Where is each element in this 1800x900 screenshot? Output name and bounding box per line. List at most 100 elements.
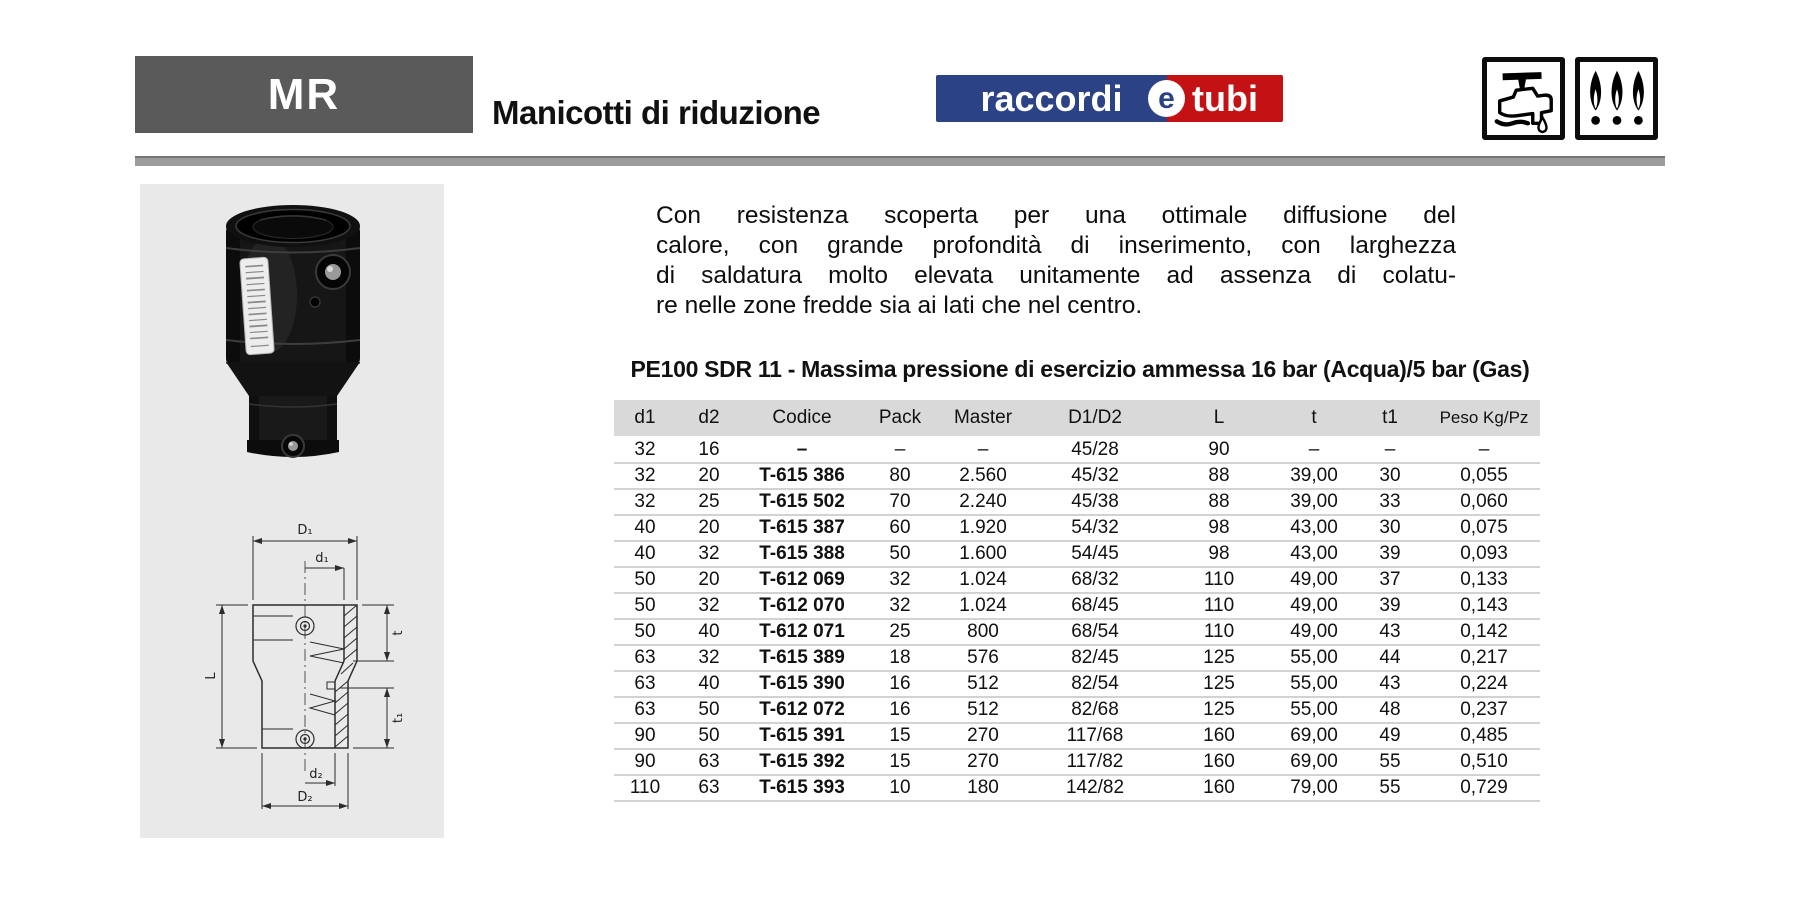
table-cell: 49,00 (1276, 619, 1352, 646)
table-cell: 512 (938, 697, 1028, 724)
table-cell: 32 (862, 593, 938, 620)
table-cell: 125 (1162, 671, 1276, 698)
table-cell: 0,143 (1428, 593, 1540, 620)
table-row: 40 20 T-615 387 60 1.920 54/32 98 43,00 30 0,075 (614, 515, 1540, 542)
codice-cell: T-615 387 (742, 515, 862, 542)
table-cell: 32 (676, 541, 742, 568)
table-cell: 63 (676, 775, 742, 802)
flame-glyph (1611, 70, 1622, 125)
table-cell: 2.560 (938, 463, 1028, 490)
table-cell: 80 (862, 463, 938, 490)
table-cell: 1.600 (938, 541, 1028, 568)
table-cell: 55,00 (1276, 697, 1352, 724)
column-header: L (1162, 400, 1276, 438)
table-cell: 49,00 (1276, 593, 1352, 620)
logo-text-tubi: tubi (1192, 77, 1258, 119)
table-cell: 79,00 (1276, 775, 1352, 802)
table-cell: 48 (1352, 697, 1428, 724)
water-suitability-badge (1482, 57, 1565, 140)
table-cell: 55 (1352, 775, 1428, 802)
table-cell: 49 (1352, 723, 1428, 750)
flames-icon (1589, 70, 1644, 125)
table-cell: 40 (614, 515, 676, 542)
codice-cell: T-615 391 (742, 723, 862, 750)
flame-glyph (1589, 70, 1601, 125)
table-cell: 0,510 (1428, 749, 1540, 776)
table-cell: 32 (614, 463, 676, 490)
table-cell: 10 (862, 775, 938, 802)
table-cell: 0,217 (1428, 645, 1540, 672)
table-cell: 110 (1162, 593, 1276, 620)
table-cell: 82/54 (1028, 671, 1162, 698)
codice-cell: T-612 070 (742, 593, 862, 620)
description-line: Con resistenza scoperta per una ottimale… (656, 202, 1456, 229)
description-line: di saldatura molto elevata unitamente ad… (656, 262, 1456, 289)
table-cell: 110 (1162, 567, 1276, 594)
dim-label-L: L (204, 672, 219, 680)
technical-diagram: D₁ d₁ L t t₁ d₂ D₂ (204, 523, 406, 809)
table-cell: 0,485 (1428, 723, 1540, 750)
table-cell: 30 (1352, 463, 1428, 490)
table-cell: – (938, 437, 1028, 464)
table-cell: 0,055 (1428, 463, 1540, 490)
table-cell: 110 (614, 775, 676, 802)
table-row: 32 20 T-615 386 80 2.560 45/32 88 39,00 30 0,055 (614, 463, 1540, 490)
table-cell: 88 (1162, 489, 1276, 516)
table-cell: 16 (862, 671, 938, 698)
table-cell: 63 (614, 697, 676, 724)
table-cell: 54/45 (1028, 541, 1162, 568)
codice-cell: T-615 388 (742, 541, 862, 568)
table-cell: 0,142 (1428, 619, 1540, 646)
codice-cell: – (742, 437, 862, 464)
table-cell: 39 (1352, 593, 1428, 620)
table-cell: 55,00 (1276, 645, 1352, 672)
table-cell: 50 (676, 723, 742, 750)
table-cell: 50 (676, 697, 742, 724)
column-header: Peso Kg/Pz (1428, 400, 1540, 438)
product-code: MR (267, 69, 341, 119)
table-cell: 82/68 (1028, 697, 1162, 724)
table-cell: 40 (676, 671, 742, 698)
page-title: Manicotti di riduzione (492, 94, 821, 131)
flame-glyph (1632, 70, 1644, 125)
column-header: Codice (742, 400, 862, 438)
table-cell: 50 (614, 567, 676, 594)
table-title: PE100 SDR 11 - Massima pressione di eser… (630, 356, 1530, 382)
table-cell: 160 (1162, 749, 1276, 776)
table-cell: 69,00 (1276, 749, 1352, 776)
table-cell: 0,729 (1428, 775, 1540, 802)
table-cell: 20 (676, 515, 742, 542)
table-cell: 0,075 (1428, 515, 1540, 542)
table-cell: 90 (1162, 437, 1276, 464)
table-cell: 49,00 (1276, 567, 1352, 594)
table-cell: 45/38 (1028, 489, 1162, 516)
table-row: 50 20 T-612 069 32 1.024 68/32 110 49,00 37 0,133 (614, 567, 1540, 594)
table-cell: 32 (862, 567, 938, 594)
table-cell: 90 (614, 749, 676, 776)
table-cell: 142/82 (1028, 775, 1162, 802)
table-cell: 44 (1352, 645, 1428, 672)
table-cell: 40 (614, 541, 676, 568)
table-cell: 68/32 (1028, 567, 1162, 594)
table-cell: 160 (1162, 775, 1276, 802)
table-cell: 54/32 (1028, 515, 1162, 542)
codice-cell: T-615 386 (742, 463, 862, 490)
description-line: re nelle zone fredde sia ai lati che nel… (656, 292, 1143, 319)
column-header: Pack (862, 400, 938, 438)
table-cell: 50 (862, 541, 938, 568)
table-cell: 512 (938, 671, 1028, 698)
table-cell: 68/45 (1028, 593, 1162, 620)
barcode-label (239, 256, 275, 356)
table-cell: 1.024 (938, 593, 1028, 620)
table-cell: 43 (1352, 671, 1428, 698)
product-panel: D₁ d₁ L t t₁ d₂ D₂ (140, 184, 444, 838)
dim-label-D1: D₁ (297, 523, 312, 538)
table-row: 40 32 T-615 388 50 1.600 54/45 98 43,00 39 0,093 (614, 541, 1540, 568)
table-row: 50 40 T-612 071 25 800 68/54 110 49,00 43 0,142 (614, 619, 1540, 646)
table-cell: 0,133 (1428, 567, 1540, 594)
table-cell: 25 (676, 489, 742, 516)
faucet-icon (1494, 71, 1553, 133)
table-row: 32 16– – –45/28 90– – – (614, 437, 1540, 464)
